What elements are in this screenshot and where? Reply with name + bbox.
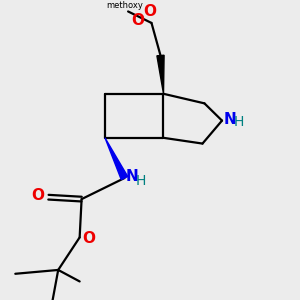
Text: methoxy: methoxy	[107, 1, 143, 10]
Text: N: N	[224, 112, 236, 127]
Polygon shape	[105, 138, 128, 180]
Text: O: O	[31, 188, 44, 203]
Text: O: O	[143, 4, 157, 20]
Polygon shape	[157, 55, 164, 94]
Text: N: N	[126, 169, 139, 184]
Text: O: O	[82, 231, 96, 246]
Text: H: H	[233, 115, 244, 129]
Text: H: H	[136, 174, 146, 188]
Text: O: O	[131, 13, 144, 28]
